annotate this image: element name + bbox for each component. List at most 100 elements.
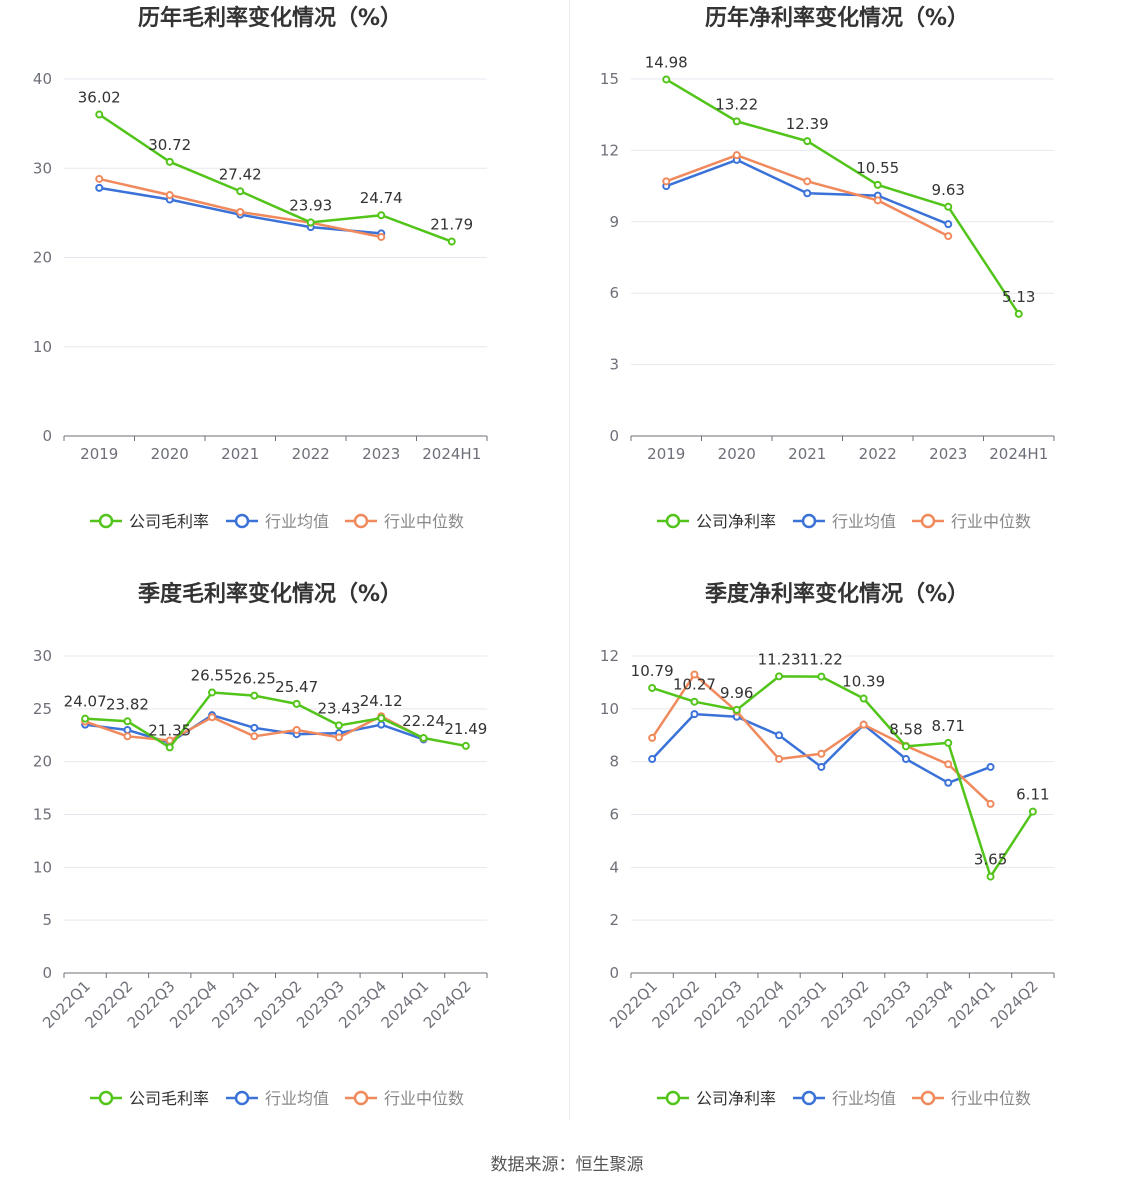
annual-gross-margin-svg: 历年毛利率变化情况（%） 0 10 20 30 40 2019 2020 2021 2022 202… — [33, 5, 488, 531]
y-tick-label: 0 — [609, 427, 619, 445]
legend-label: 公司净利率 — [696, 512, 776, 531]
x-tick-label: 2024Q2 — [420, 977, 475, 1032]
data-point-avg — [377, 720, 386, 729]
legend-label: 公司毛利率 — [129, 1089, 209, 1108]
data-label: 22.24 — [402, 712, 445, 730]
data-point-company — [732, 705, 741, 714]
chart-annual-net-margin: 历年净利率变化情况（%） 0 3 6 9 12 15 2019 2020 2021 2022 2023… — [567, 0, 1134, 576]
data-label: 9.96 — [720, 684, 753, 702]
data-point-company — [986, 872, 995, 881]
data-label: 11.23 — [758, 650, 801, 668]
data-label: 26.25 — [233, 670, 276, 688]
data-label: 36.02 — [78, 89, 121, 107]
legend-label: 行业均值 — [832, 1089, 896, 1108]
annual-net-margin-svg: 历年净利率变化情况（%） 0 3 6 9 12 15 2019 2020 2021 2022 2023… — [600, 5, 1055, 531]
data-point-median — [377, 232, 386, 241]
data-point-median — [165, 191, 174, 200]
data-point-median — [944, 232, 953, 241]
y-tick-label: 2 — [609, 911, 619, 929]
data-label: 21.79 — [430, 216, 473, 234]
legend-label: 行业中位数 — [384, 1089, 464, 1108]
y-tick-label: 12 — [600, 647, 619, 665]
data-label: 26.55 — [191, 666, 234, 684]
data-point-company — [873, 180, 882, 189]
data-point-median — [690, 670, 699, 679]
data-label: 23.93 — [289, 196, 332, 214]
data-label: 10.39 — [842, 673, 885, 691]
data-point-company — [648, 683, 657, 692]
data-point-median — [662, 177, 671, 186]
x-tick-label: 2019 — [647, 445, 685, 463]
series-line-company — [85, 691, 467, 749]
y-tick-label: 25 — [33, 700, 52, 718]
data-label: 24.74 — [360, 189, 403, 207]
data-point-median — [250, 732, 259, 741]
data-label: 9.63 — [932, 181, 965, 199]
data-point-company — [334, 721, 343, 730]
data-label: 10.27 — [673, 676, 716, 694]
data-source-note: 数据来源：恒生聚源 — [490, 1155, 644, 1175]
y-tick-label: 10 — [600, 700, 619, 718]
data-point-company — [662, 75, 671, 84]
x-tick-label: 2020 — [151, 445, 189, 463]
data-label: 27.42 — [219, 165, 262, 183]
data-point-company — [690, 697, 699, 706]
data-point-avg — [944, 220, 953, 229]
data-point-median — [648, 733, 657, 742]
data-label: 14.98 — [645, 53, 688, 71]
legend-swatch-marker — [353, 1090, 369, 1106]
chart-quarterly-net-margin: 季度净利率变化情况（%） 0 2 4 6 8 10 12 2022Q1 2022Q2 2022Q3 2… — [567, 576, 1134, 1152]
panel-divider — [569, 0, 570, 1120]
data-point-company — [901, 742, 910, 751]
data-point-median — [95, 174, 104, 183]
y-tick-label: 10 — [33, 858, 52, 876]
y-tick-label: 20 — [33, 753, 52, 771]
legend-swatch-marker — [665, 1090, 681, 1106]
x-tick-label: 2024Q2 — [987, 977, 1042, 1032]
chart-title: 季度净利率变化情况（%） — [705, 581, 969, 607]
legend-swatch-marker — [801, 513, 817, 529]
data-point-median — [944, 760, 953, 769]
data-label: 13.22 — [715, 95, 758, 113]
data-point-company — [292, 699, 301, 708]
data-point-median — [873, 196, 882, 205]
y-tick-label: 12 — [600, 141, 619, 159]
data-point-median — [208, 713, 217, 722]
data-point-company — [250, 691, 259, 700]
series-line-median — [651, 673, 992, 805]
data-point-median — [817, 749, 826, 758]
y-tick-label: 4 — [609, 858, 619, 876]
data-label: 25.47 — [275, 678, 318, 696]
y-tick-label: 5 — [42, 911, 52, 929]
data-point-median — [123, 732, 132, 741]
x-tick-label: 2023 — [362, 445, 400, 463]
data-point-avg — [817, 762, 826, 771]
quarterly-net-margin-svg: 季度净利率变化情况（%）0246810122022Q12022Q22022Q32… — [600, 581, 1055, 1108]
y-tick-label: 20 — [33, 249, 52, 267]
legend-swatch-marker — [920, 513, 936, 529]
data-point-company — [377, 211, 386, 220]
y-tick-label: 30 — [33, 647, 52, 665]
x-tick-label: 2020 — [718, 445, 756, 463]
data-point-avg — [944, 778, 953, 787]
x-tick-label: 2024H1 — [989, 445, 1048, 463]
data-label: 8.58 — [889, 720, 922, 738]
y-tick-label: 15 — [600, 70, 619, 88]
data-label: 12.39 — [786, 115, 829, 133]
data-label: 21.49 — [444, 720, 487, 738]
chart-title: 历年净利率变化情况（%） — [705, 5, 969, 31]
legend-swatch-marker — [665, 513, 681, 529]
data-point-company — [165, 743, 174, 752]
data-point-company — [236, 187, 245, 196]
data-point-company — [447, 237, 456, 246]
chart-title: 季度毛利率变化情况（%） — [138, 581, 402, 607]
y-tick-label: 9 — [609, 213, 619, 231]
data-point-median — [292, 725, 301, 734]
legend-swatch-marker — [98, 513, 114, 529]
data-point-avg — [648, 755, 657, 764]
data-point-company — [377, 714, 386, 723]
legend-swatch-marker — [920, 1090, 936, 1106]
data-point-avg — [123, 725, 132, 734]
data-label: 11.22 — [800, 651, 843, 669]
data-point-avg — [775, 731, 784, 740]
